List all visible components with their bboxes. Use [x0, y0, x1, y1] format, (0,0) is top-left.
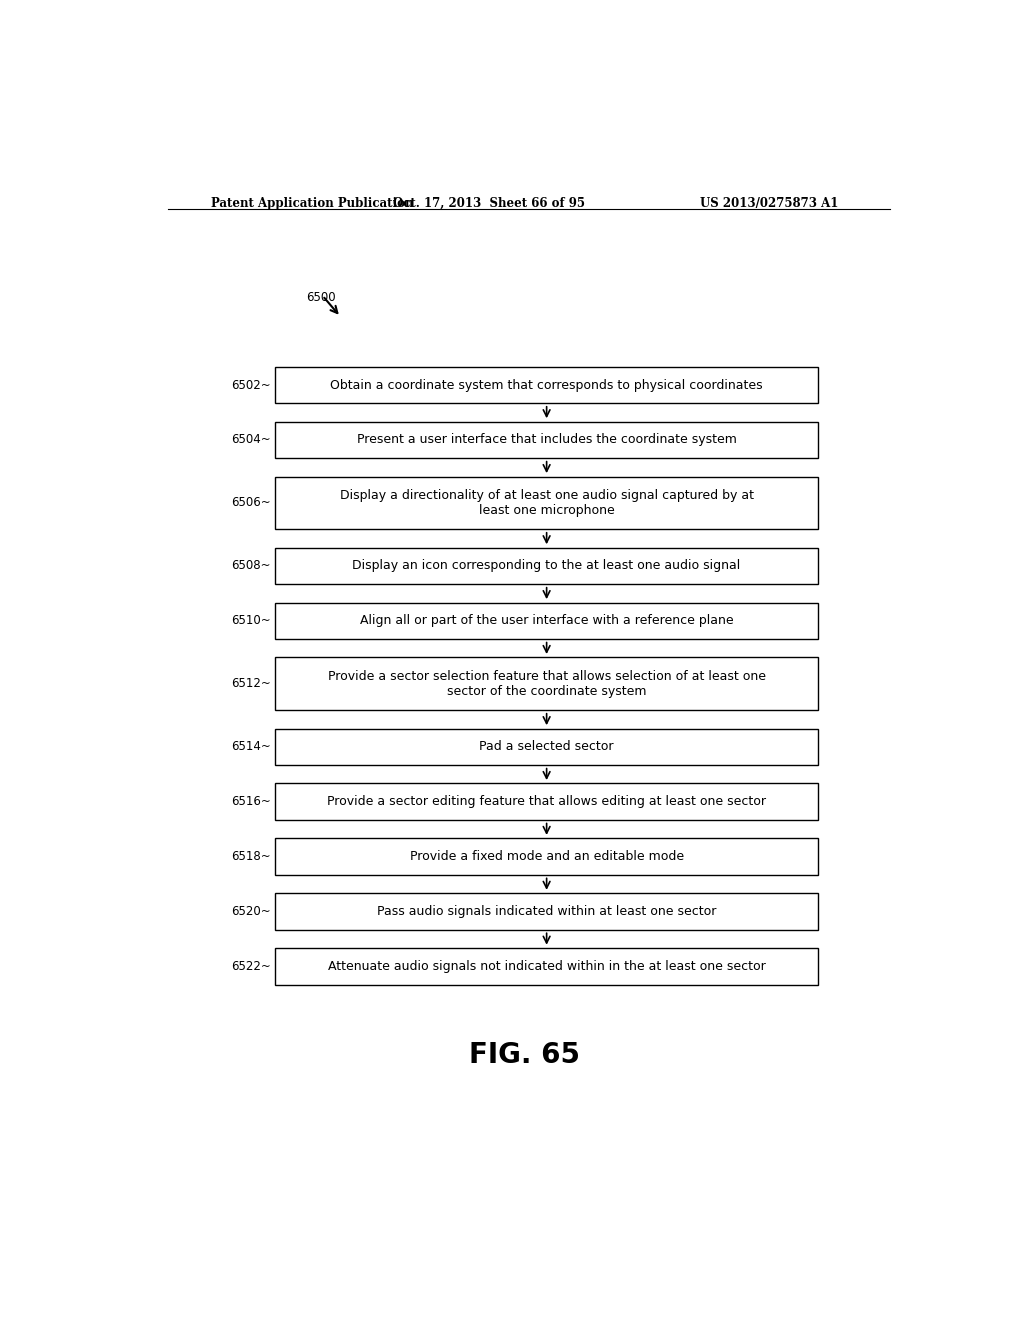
- Text: Align all or part of the user interface with a reference plane: Align all or part of the user interface …: [359, 614, 733, 627]
- Text: 6518~: 6518~: [231, 850, 270, 863]
- FancyBboxPatch shape: [274, 421, 818, 458]
- Text: Provide a sector selection feature that allows selection of at least one
sector : Provide a sector selection feature that …: [328, 669, 766, 698]
- Text: 6520~: 6520~: [231, 906, 270, 917]
- Text: US 2013/0275873 A1: US 2013/0275873 A1: [699, 197, 839, 210]
- Text: 6512~: 6512~: [231, 677, 270, 690]
- FancyBboxPatch shape: [274, 894, 818, 929]
- FancyBboxPatch shape: [274, 948, 818, 985]
- Text: Present a user interface that includes the coordinate system: Present a user interface that includes t…: [356, 433, 736, 446]
- FancyBboxPatch shape: [274, 784, 818, 820]
- FancyBboxPatch shape: [274, 657, 818, 710]
- Text: Display a directionality of at least one audio signal captured by at
least one m: Display a directionality of at least one…: [340, 488, 754, 517]
- Text: 6504~: 6504~: [231, 433, 270, 446]
- Text: 6510~: 6510~: [231, 614, 270, 627]
- FancyBboxPatch shape: [274, 548, 818, 585]
- Text: 6516~: 6516~: [231, 795, 270, 808]
- Text: Provide a sector editing feature that allows editing at least one sector: Provide a sector editing feature that al…: [327, 795, 766, 808]
- Text: 6502~: 6502~: [231, 379, 270, 392]
- Text: Display an icon corresponding to the at least one audio signal: Display an icon corresponding to the at …: [352, 560, 740, 573]
- Text: Patent Application Publication: Patent Application Publication: [211, 197, 414, 210]
- Text: 6514~: 6514~: [231, 741, 270, 754]
- Text: 6506~: 6506~: [231, 496, 270, 510]
- FancyBboxPatch shape: [274, 838, 818, 875]
- FancyBboxPatch shape: [274, 367, 818, 404]
- FancyBboxPatch shape: [274, 729, 818, 766]
- FancyBboxPatch shape: [274, 477, 818, 529]
- Text: 6508~: 6508~: [231, 560, 270, 573]
- Text: Provide a fixed mode and an editable mode: Provide a fixed mode and an editable mod…: [410, 850, 684, 863]
- Text: Pad a selected sector: Pad a selected sector: [479, 741, 613, 754]
- Text: 6500: 6500: [306, 290, 336, 304]
- FancyBboxPatch shape: [274, 602, 818, 639]
- Text: Attenuate audio signals not indicated within in the at least one sector: Attenuate audio signals not indicated wi…: [328, 960, 766, 973]
- Text: 6522~: 6522~: [231, 960, 270, 973]
- Text: FIG. 65: FIG. 65: [469, 1040, 581, 1069]
- Text: Obtain a coordinate system that corresponds to physical coordinates: Obtain a coordinate system that correspo…: [331, 379, 763, 392]
- Text: Oct. 17, 2013  Sheet 66 of 95: Oct. 17, 2013 Sheet 66 of 95: [393, 197, 585, 210]
- Text: Pass audio signals indicated within at least one sector: Pass audio signals indicated within at l…: [377, 906, 717, 917]
